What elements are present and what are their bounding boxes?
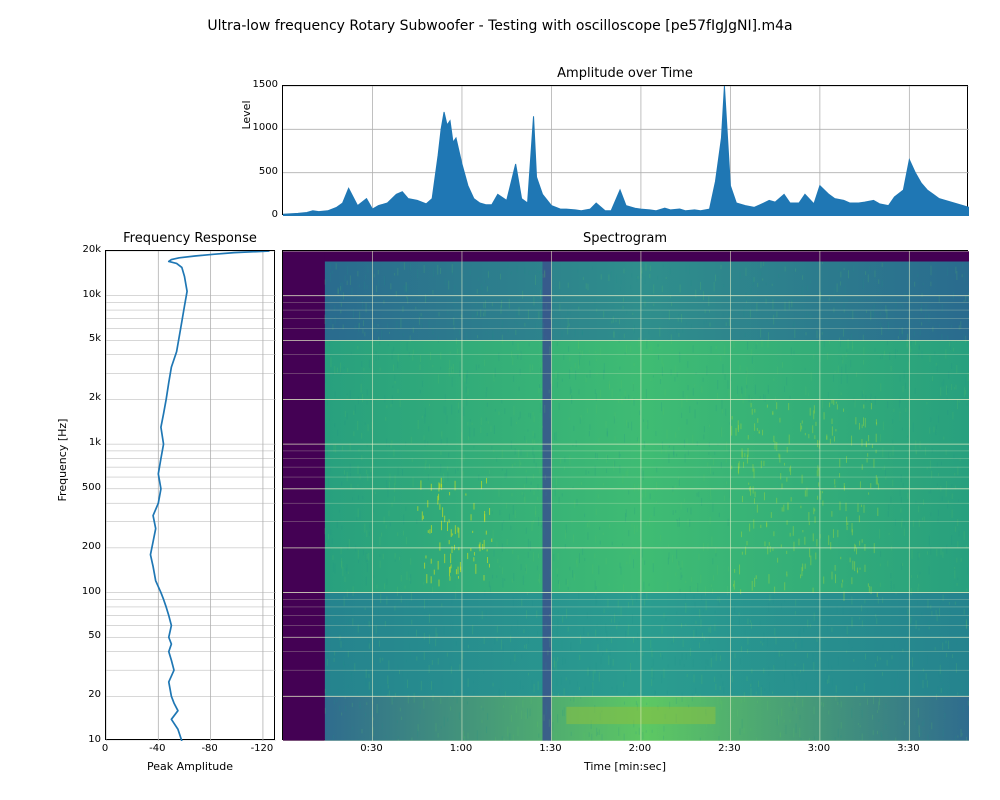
freqresp-ytick: 200 — [82, 541, 101, 552]
amplitude-ytick: 0 — [272, 209, 278, 220]
freqresp-ytick: 100 — [82, 586, 101, 597]
freqresp-ytick: 20 — [88, 689, 101, 700]
freqresp-ytick: 1k — [89, 437, 101, 448]
freqresp-ytick: 10 — [88, 734, 101, 745]
amplitude-plot-area — [282, 85, 968, 215]
amplitude-ytick: 500 — [259, 166, 278, 177]
freqresp-title: Frequency Response — [105, 231, 275, 246]
spectrogram-xtick: 2:00 — [626, 743, 654, 754]
figure-suptitle: Ultra-low frequency Rotary Subwoofer - T… — [0, 18, 1000, 34]
freqresp-ytick: 10k — [82, 289, 101, 300]
freqresp-xtick: -120 — [250, 743, 274, 754]
freqresp-ytick: 500 — [82, 482, 101, 493]
freqresp-ytick: 2k — [89, 392, 101, 403]
freqresp-ytick: 5k — [89, 333, 101, 344]
amplitude-ylabel: Level — [240, 55, 253, 175]
spectrogram-title: Spectrogram — [282, 231, 968, 246]
spectrogram-xtick: 3:30 — [894, 743, 922, 754]
amplitude-ytick: 1000 — [253, 122, 278, 133]
freqresp-plot-area — [105, 250, 275, 740]
spectrogram-plot-area — [282, 250, 968, 740]
freqresp-xtick: -80 — [198, 743, 222, 754]
freqresp-ytick: 20k — [82, 244, 101, 255]
freqresp-ytick: 50 — [88, 630, 101, 641]
spectrogram-xtick: 1:30 — [536, 743, 564, 754]
amplitude-title: Amplitude over Time — [282, 66, 968, 81]
freqresp-xtick: -40 — [145, 743, 169, 754]
amplitude-ytick: 1500 — [253, 79, 278, 90]
spectrogram-xtick: 3:00 — [805, 743, 833, 754]
freqresp-xlabel: Peak Amplitude — [105, 760, 275, 773]
spectrogram-xtick: 0:30 — [357, 743, 385, 754]
spectrogram-xtick: 2:30 — [715, 743, 743, 754]
spectrogram-xtick: 1:00 — [447, 743, 475, 754]
freqresp-ylabel: Frequency [Hz] — [56, 380, 69, 540]
spectrogram-xlabel: Time [min:sec] — [282, 760, 968, 773]
